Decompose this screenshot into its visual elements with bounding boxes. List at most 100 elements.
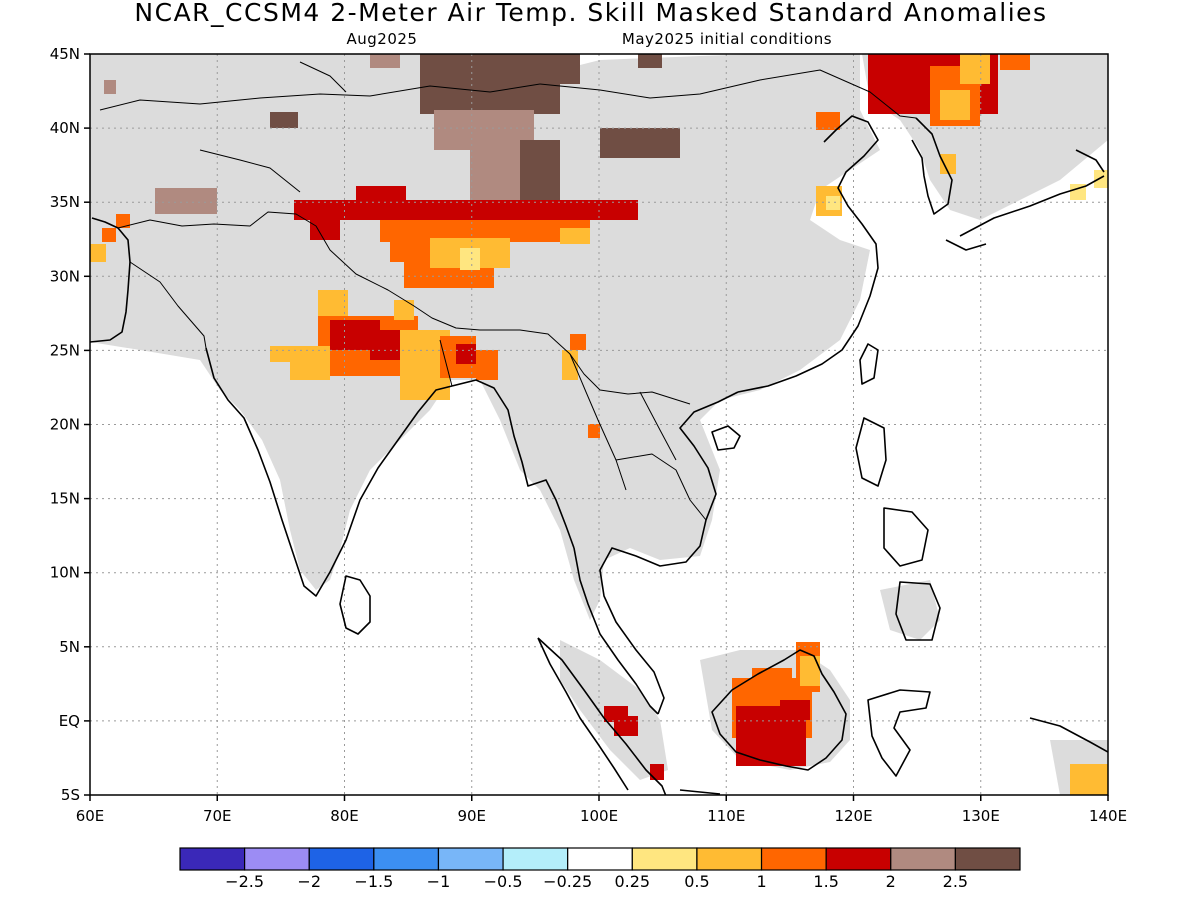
anomaly-cell-b05 xyxy=(460,248,480,270)
anomaly-region-masked xyxy=(90,54,880,620)
colorbar-swatch xyxy=(890,847,956,871)
lat-label-20n: 20N xyxy=(50,416,80,434)
latitude-tick-labels: 45N 40N 35N 30N 25N 20N 15N 10N 5N EQ 5S xyxy=(50,45,80,804)
target-month-label: Aug2025 xyxy=(347,30,418,48)
anomaly-cell-b30 xyxy=(520,140,560,200)
lon-label-130e: 130E xyxy=(962,807,1000,825)
anomaly-cell-b15 xyxy=(380,220,590,242)
anomaly-cell-b25 xyxy=(434,110,534,150)
lat-label-35n: 35N xyxy=(50,193,80,211)
colorbar-label: 1.5 xyxy=(813,872,838,891)
anomaly-region-masked xyxy=(880,580,940,640)
colorbar-labels: −2.5 −2 −1.5 −1 −0.5 −0.25 0.25 0.5 1 1.5 2 2.5 xyxy=(225,872,968,891)
anomaly-cell-b20 xyxy=(356,186,406,202)
colorbar-swatch xyxy=(244,847,310,871)
lat-label-30n: 30N xyxy=(50,267,80,285)
anomaly-cell-b15 xyxy=(102,228,116,242)
colorbar-swatch xyxy=(373,847,440,871)
anomaly-cell-b25 xyxy=(155,188,217,214)
anomaly-cell-b30 xyxy=(638,54,662,68)
anomaly-cell-b15 xyxy=(752,668,792,698)
anomaly-cell-b20 xyxy=(370,330,400,360)
anomaly-cell-b10 xyxy=(800,656,820,686)
anomaly-cell-b15 xyxy=(116,214,130,228)
anomaly-cell-b05 xyxy=(1094,170,1108,188)
colorbar-swatch xyxy=(179,847,246,871)
lat-label-eq: EQ xyxy=(59,712,80,730)
longitude-tick-labels: 60E 70E 80E 90E 100E 110E 120E 130E 140E xyxy=(76,807,1127,825)
anomaly-cell-b20 xyxy=(650,764,664,780)
initial-conditions-label: May2025 initial conditions xyxy=(622,30,832,48)
colorbar-swatch xyxy=(308,847,375,871)
colorbar xyxy=(179,847,1021,871)
anomaly-cell-b30 xyxy=(270,112,298,128)
colorbar-swatch xyxy=(502,847,569,871)
colorbar-label: −1 xyxy=(427,872,451,891)
colorbar-label: 1 xyxy=(756,872,766,891)
lon-label-110e: 110E xyxy=(707,807,745,825)
lat-label-45n: 45N xyxy=(50,45,80,63)
anomaly-cell-b10 xyxy=(560,228,590,244)
anomaly-cell-b10 xyxy=(940,90,970,120)
anomaly-cell-b10 xyxy=(1070,764,1108,795)
colorbar-label: 2 xyxy=(886,872,896,891)
anomaly-cell-b10 xyxy=(562,350,578,380)
anomaly-cell-b10 xyxy=(318,290,348,320)
anomaly-cell-b10 xyxy=(90,244,106,262)
anomaly-cell-b20 xyxy=(310,212,340,240)
colorbar-label: −1.5 xyxy=(354,872,393,891)
anomaly-cell-b15 xyxy=(476,350,498,380)
colorbar-label: −2 xyxy=(297,872,321,891)
colorbar-swatch xyxy=(567,847,633,871)
anomaly-cell-b10 xyxy=(290,360,330,380)
colorbar-label: −2.5 xyxy=(225,872,264,891)
lat-label-5n: 5N xyxy=(59,638,80,656)
colorbar-swatch xyxy=(954,847,1021,871)
lon-label-90e: 90E xyxy=(457,807,486,825)
anomaly-cell-b10 xyxy=(940,154,956,174)
colorbar-label: 2.5 xyxy=(943,872,968,891)
colorbar-swatch xyxy=(631,847,698,871)
colorbar-swatch xyxy=(437,847,504,871)
anomaly-cell-b30 xyxy=(420,54,560,114)
colorbar-label: 0.5 xyxy=(684,872,709,891)
colorbar-swatch xyxy=(760,847,827,871)
anomaly-cell-b10 xyxy=(270,346,330,362)
axis-ticks xyxy=(84,53,1109,801)
lat-label-40n: 40N xyxy=(50,119,80,137)
anomaly-cell-b05 xyxy=(826,196,840,210)
grid-lines xyxy=(90,54,1108,795)
anomaly-cell-b20 xyxy=(780,700,810,720)
anomaly-cell-b15 xyxy=(1000,54,1030,70)
anomaly-cell-b20 xyxy=(294,200,638,220)
lon-label-120e: 120E xyxy=(834,807,872,825)
colorbar-label: −0.25 xyxy=(543,872,592,891)
coastlines xyxy=(90,115,1108,795)
anomaly-cell-b30 xyxy=(540,54,580,84)
anomaly-cell-b15 xyxy=(816,112,840,130)
lon-label-140e: 140E xyxy=(1089,807,1127,825)
lat-label-5s: 5S xyxy=(61,786,80,804)
lat-label-25n: 25N xyxy=(50,341,80,359)
anomaly-cell-b30 xyxy=(600,128,680,158)
lon-label-60e: 60E xyxy=(76,807,105,825)
lon-label-80e: 80E xyxy=(330,807,359,825)
colorbar-swatch xyxy=(696,847,763,871)
lon-label-70e: 70E xyxy=(203,807,232,825)
anomaly-cell-b10 xyxy=(960,54,990,84)
anomaly-cell-b25 xyxy=(370,54,400,68)
anomaly-cell-b25 xyxy=(104,80,116,94)
anomaly-cell-b15 xyxy=(570,334,586,350)
anomaly-cells xyxy=(90,54,1108,795)
map-title: NCAR_CCSM4 2-Meter Air Temp. Skill Maske… xyxy=(134,0,1047,27)
lon-label-100e: 100E xyxy=(580,807,618,825)
anomaly-cell-b20 xyxy=(456,344,476,364)
lat-label-15n: 15N xyxy=(50,490,80,508)
colorbar-label: 0.25 xyxy=(614,872,650,891)
lat-label-10n: 10N xyxy=(50,564,80,582)
plot-area xyxy=(90,54,1108,795)
colorbar-swatch xyxy=(825,847,892,871)
country-borders xyxy=(99,61,917,521)
anomaly-cell-b15 xyxy=(588,424,600,438)
